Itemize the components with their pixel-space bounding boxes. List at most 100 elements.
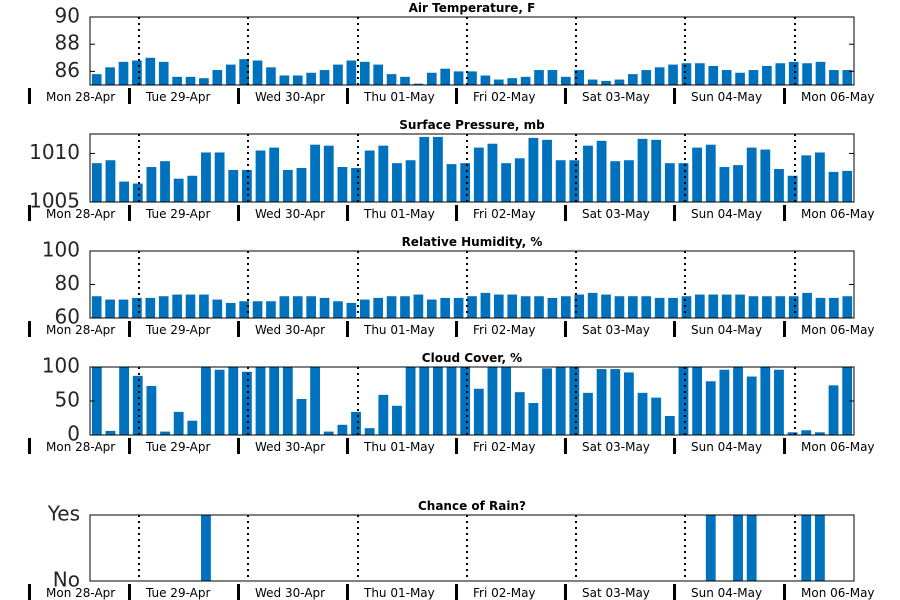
- bar: [91, 367, 102, 435]
- bar: [801, 155, 812, 202]
- bar: [692, 367, 703, 435]
- bar: [788, 296, 799, 318]
- bar: [815, 297, 826, 318]
- bar: [775, 63, 786, 85]
- bar: [787, 175, 798, 202]
- bar: [187, 420, 198, 435]
- day-marker: [237, 205, 240, 221]
- x-tick-label: Wed 30-Apr: [255, 207, 325, 221]
- bar: [569, 160, 580, 202]
- bar: [507, 294, 518, 318]
- bar: [601, 294, 611, 318]
- chart-panel-3: 60 80 100 Relative Humidity, % Mon 28-Apr Tue…: [28, 235, 875, 337]
- bar: [225, 64, 236, 85]
- bar: [695, 63, 705, 85]
- bar: [721, 294, 732, 318]
- bar: [842, 70, 853, 85]
- bar: [405, 160, 416, 202]
- day-marker: [455, 584, 458, 600]
- chart-panel-2: 1005 1010 Surface Pressure, mb Mon 28-Apr Tu…: [28, 118, 875, 221]
- bar: [266, 301, 276, 318]
- bar: [487, 143, 498, 202]
- day-marker: [673, 321, 676, 337]
- bar: [173, 411, 184, 435]
- bar: [695, 294, 705, 318]
- x-tick-label: Mon 28-Apr: [46, 323, 115, 337]
- x-tick-label: Wed 30-Apr: [255, 440, 325, 454]
- bar: [493, 294, 504, 318]
- bar: [610, 161, 621, 202]
- bar: [514, 392, 525, 435]
- bar: [323, 431, 334, 435]
- bar: [292, 75, 303, 85]
- bar: [105, 299, 115, 318]
- bar: [561, 296, 571, 318]
- x-tick-label: Sun 04-May: [691, 90, 762, 104]
- bar: [132, 297, 142, 318]
- bar: [413, 83, 424, 85]
- bar: [91, 74, 102, 85]
- bar: [419, 136, 430, 202]
- bar: [187, 175, 198, 202]
- x-tick-label: Thu 01-May: [363, 323, 435, 337]
- bar: [158, 296, 169, 318]
- bar: [279, 296, 290, 318]
- bar: [269, 367, 280, 435]
- bar: [520, 76, 531, 85]
- x-tick-label: Sat 03-May: [582, 586, 650, 600]
- bar: [651, 139, 662, 202]
- day-marker: [28, 205, 31, 221]
- bar: [733, 367, 743, 435]
- bar: [172, 76, 182, 85]
- day-marker: [673, 584, 676, 600]
- bar: [610, 369, 621, 435]
- bar: [514, 158, 525, 202]
- y-tick-label: 1010: [29, 140, 80, 164]
- day-marker: [564, 205, 567, 221]
- bar: [473, 147, 484, 202]
- bar: [547, 70, 558, 85]
- x-tick-label: Thu 01-May: [363, 90, 435, 104]
- bar: [373, 64, 383, 85]
- bar: [292, 296, 303, 318]
- bar: [378, 145, 389, 202]
- bar: [614, 79, 625, 85]
- day-marker: [237, 584, 240, 600]
- day-marker: [28, 438, 31, 454]
- bar: [746, 376, 757, 435]
- bar: [119, 367, 130, 435]
- bar: [735, 294, 745, 318]
- bar: [173, 178, 184, 202]
- bar: [239, 301, 249, 318]
- bar: [214, 152, 225, 202]
- bar: [641, 296, 652, 318]
- y-tick-label: 100: [42, 238, 80, 262]
- bar: [310, 367, 321, 435]
- bar: [681, 63, 692, 85]
- x-tick-label: Sun 04-May: [691, 323, 762, 337]
- bar: [614, 296, 625, 318]
- bar: [364, 428, 375, 435]
- x-tick-label: Thu 01-May: [363, 440, 435, 454]
- bar: [146, 386, 157, 435]
- bar: [555, 367, 566, 435]
- y-tick-label: 90: [55, 4, 80, 28]
- bar: [172, 294, 182, 318]
- bar: [400, 76, 410, 85]
- bar: [158, 61, 169, 85]
- bar: [528, 137, 539, 202]
- bar: [534, 70, 544, 85]
- bar: [132, 375, 143, 435]
- bar: [623, 372, 634, 435]
- axes-frame: [89, 514, 855, 582]
- bar: [296, 168, 307, 202]
- bar: [746, 147, 757, 202]
- bar: [583, 145, 593, 202]
- bar: [319, 70, 330, 85]
- x-tick-label: Fri 02-May: [473, 586, 536, 600]
- bar: [252, 301, 263, 318]
- day-marker: [455, 88, 458, 104]
- day-marker: [455, 438, 458, 454]
- bar: [132, 183, 143, 202]
